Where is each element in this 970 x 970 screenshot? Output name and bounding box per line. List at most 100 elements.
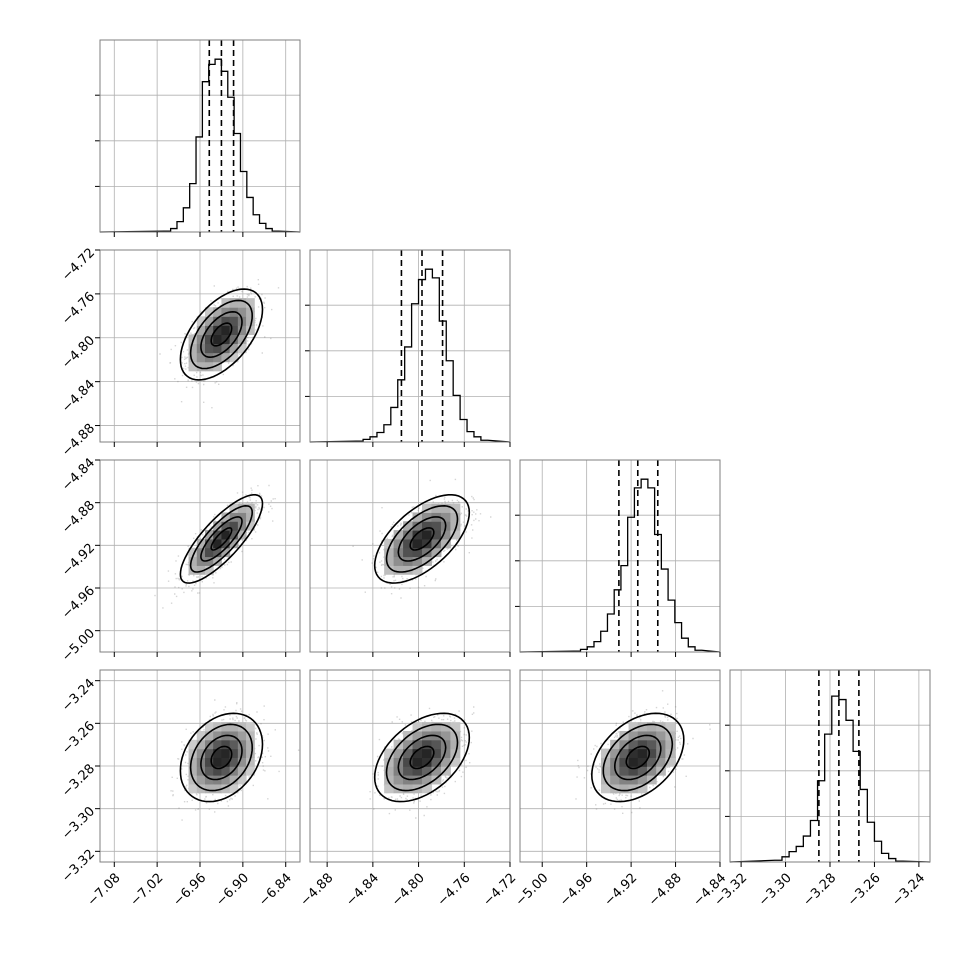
contour-level-0 bbox=[210, 322, 233, 347]
density-cell bbox=[196, 565, 206, 575]
density-cell bbox=[221, 547, 231, 558]
density-cell bbox=[412, 521, 423, 531]
density-cell bbox=[205, 325, 214, 335]
density-cell bbox=[628, 739, 639, 750]
y-tick-label-1-3: −4.76 bbox=[59, 289, 98, 328]
density-cell bbox=[221, 530, 231, 540]
density-cell bbox=[440, 503, 451, 513]
y-tick-label-2-1: −4.96 bbox=[59, 583, 98, 622]
x-tick-label-0-1: −7.02 bbox=[128, 871, 167, 910]
density-cell bbox=[619, 766, 630, 776]
density-cell bbox=[431, 521, 442, 531]
density-cell bbox=[656, 739, 666, 750]
density-cell bbox=[646, 739, 657, 750]
density-cell bbox=[384, 556, 395, 566]
density-cell bbox=[600, 757, 611, 767]
density-cell bbox=[393, 530, 404, 540]
density-cell bbox=[196, 334, 206, 345]
density-cell bbox=[384, 783, 395, 794]
density-cell bbox=[205, 783, 214, 794]
histogram-2 bbox=[519, 478, 721, 653]
x-tick-label-0-4: −6.84 bbox=[256, 871, 295, 910]
y-tick-label-3-0: −3.32 bbox=[59, 847, 98, 886]
density-cell bbox=[431, 748, 442, 758]
y-tick-label-1-1: −4.84 bbox=[59, 377, 98, 416]
density-cell bbox=[246, 521, 255, 531]
density-cell bbox=[237, 343, 247, 354]
density-cell bbox=[196, 730, 206, 741]
density-cell bbox=[431, 538, 442, 549]
density-cell bbox=[384, 565, 395, 575]
density-cell bbox=[393, 783, 404, 794]
density-cell bbox=[450, 722, 461, 732]
density-cell bbox=[431, 739, 442, 750]
density-cell bbox=[205, 530, 214, 540]
density-cell bbox=[628, 730, 639, 741]
density-cell bbox=[213, 730, 222, 741]
density-cell bbox=[403, 521, 414, 531]
density-cell bbox=[412, 757, 423, 767]
density-cell bbox=[412, 512, 423, 522]
contour-level-2 bbox=[189, 504, 254, 573]
density-cell bbox=[237, 334, 247, 345]
density-cell bbox=[450, 757, 461, 767]
y-tick-label-2-2: −4.92 bbox=[59, 541, 98, 580]
density-cell bbox=[205, 343, 214, 354]
density-cell bbox=[221, 783, 231, 794]
panel-content bbox=[310, 460, 510, 652]
density-cell bbox=[221, 307, 231, 317]
density-cell bbox=[229, 352, 239, 363]
density-cell bbox=[412, 538, 423, 549]
density-cell bbox=[237, 766, 247, 776]
panel-3-2 bbox=[519, 669, 721, 867]
density-cell bbox=[221, 325, 231, 335]
density-cell bbox=[205, 748, 214, 758]
density-cell bbox=[600, 783, 611, 794]
density-cell bbox=[246, 307, 255, 317]
density-cell bbox=[196, 775, 206, 785]
panel-content bbox=[100, 250, 300, 442]
density-cell bbox=[213, 352, 222, 363]
density-cell bbox=[205, 775, 214, 785]
density-cell bbox=[229, 325, 239, 335]
contour-level-3 bbox=[179, 712, 264, 803]
density-cell bbox=[237, 730, 247, 741]
density-cell bbox=[646, 766, 657, 776]
density-cell bbox=[393, 565, 404, 575]
density-cell bbox=[205, 556, 214, 566]
density-cell bbox=[221, 352, 231, 363]
density-cell bbox=[412, 530, 423, 540]
contour-level-2 bbox=[189, 723, 254, 792]
density-cell bbox=[237, 512, 247, 522]
density-cell bbox=[403, 748, 414, 758]
density-cell bbox=[246, 748, 255, 758]
contour-level-3 bbox=[373, 712, 471, 803]
density-cell bbox=[213, 783, 222, 794]
density-cell bbox=[213, 530, 222, 540]
density-cell bbox=[665, 757, 676, 767]
density-cell bbox=[440, 538, 451, 549]
density-cell bbox=[188, 766, 198, 776]
density-cell bbox=[205, 316, 214, 326]
density-cell bbox=[393, 538, 404, 549]
contour-level-0 bbox=[625, 745, 651, 770]
panel-2-1 bbox=[309, 459, 511, 657]
density-cell bbox=[246, 512, 255, 522]
contour-level-1 bbox=[200, 516, 243, 562]
density-cell bbox=[213, 766, 222, 776]
density-cell bbox=[637, 757, 648, 767]
density-cell bbox=[412, 775, 423, 785]
density-cell bbox=[221, 739, 231, 750]
y-tick-label-1-4: −4.72 bbox=[59, 245, 98, 284]
density-cell bbox=[237, 757, 247, 767]
panel-3-0 bbox=[95, 669, 301, 867]
density-cell bbox=[431, 547, 442, 558]
density-cell bbox=[205, 766, 214, 776]
density-cell bbox=[188, 361, 198, 372]
density-cell bbox=[205, 757, 214, 767]
density-cell bbox=[403, 766, 414, 776]
density-cell bbox=[422, 783, 432, 794]
x-tick-label-2-3: −4.88 bbox=[646, 871, 685, 910]
density-cell bbox=[229, 521, 239, 531]
